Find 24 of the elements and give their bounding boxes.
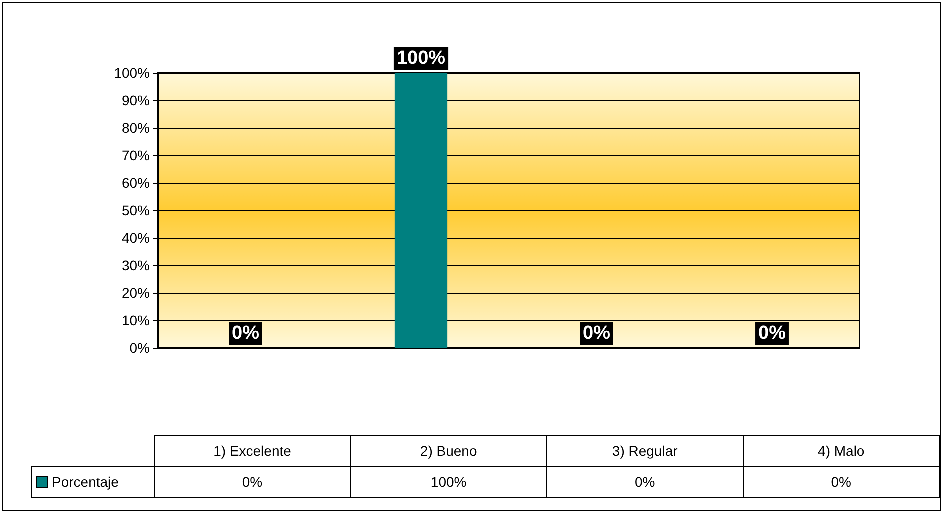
x-tick-label: 1) Excelente bbox=[154, 436, 351, 466]
x-tick-label: 3) Regular bbox=[546, 436, 744, 466]
x-tick-label: 4) Malo bbox=[743, 436, 940, 466]
text: 0% bbox=[758, 323, 786, 344]
x-tick-label: 2) Bueno bbox=[350, 436, 547, 466]
data-label: 0% bbox=[546, 466, 744, 498]
y-tick-label: 40% bbox=[122, 230, 150, 246]
y-tick-label: 90% bbox=[122, 92, 150, 108]
y-tick-label: 20% bbox=[122, 285, 150, 301]
y-tick-label: 60% bbox=[122, 175, 150, 191]
text: 0% bbox=[232, 323, 260, 344]
legend-label: Porcentaje bbox=[32, 466, 154, 498]
y-tick-label: 30% bbox=[122, 258, 150, 274]
text: 100% bbox=[396, 48, 446, 69]
data-label: 100% bbox=[350, 466, 547, 498]
y-tick-label: 70% bbox=[122, 148, 150, 164]
y-tick-label: 0% bbox=[130, 340, 150, 356]
y-tick-label: 100% bbox=[114, 65, 150, 81]
text: 0% bbox=[583, 323, 610, 344]
y-tick-label: 80% bbox=[122, 120, 150, 136]
y-tick-label: 50% bbox=[122, 202, 150, 218]
data-label: 0% bbox=[154, 466, 351, 498]
y-tick-label: 10% bbox=[122, 312, 150, 328]
data-label: 0% bbox=[743, 466, 940, 498]
